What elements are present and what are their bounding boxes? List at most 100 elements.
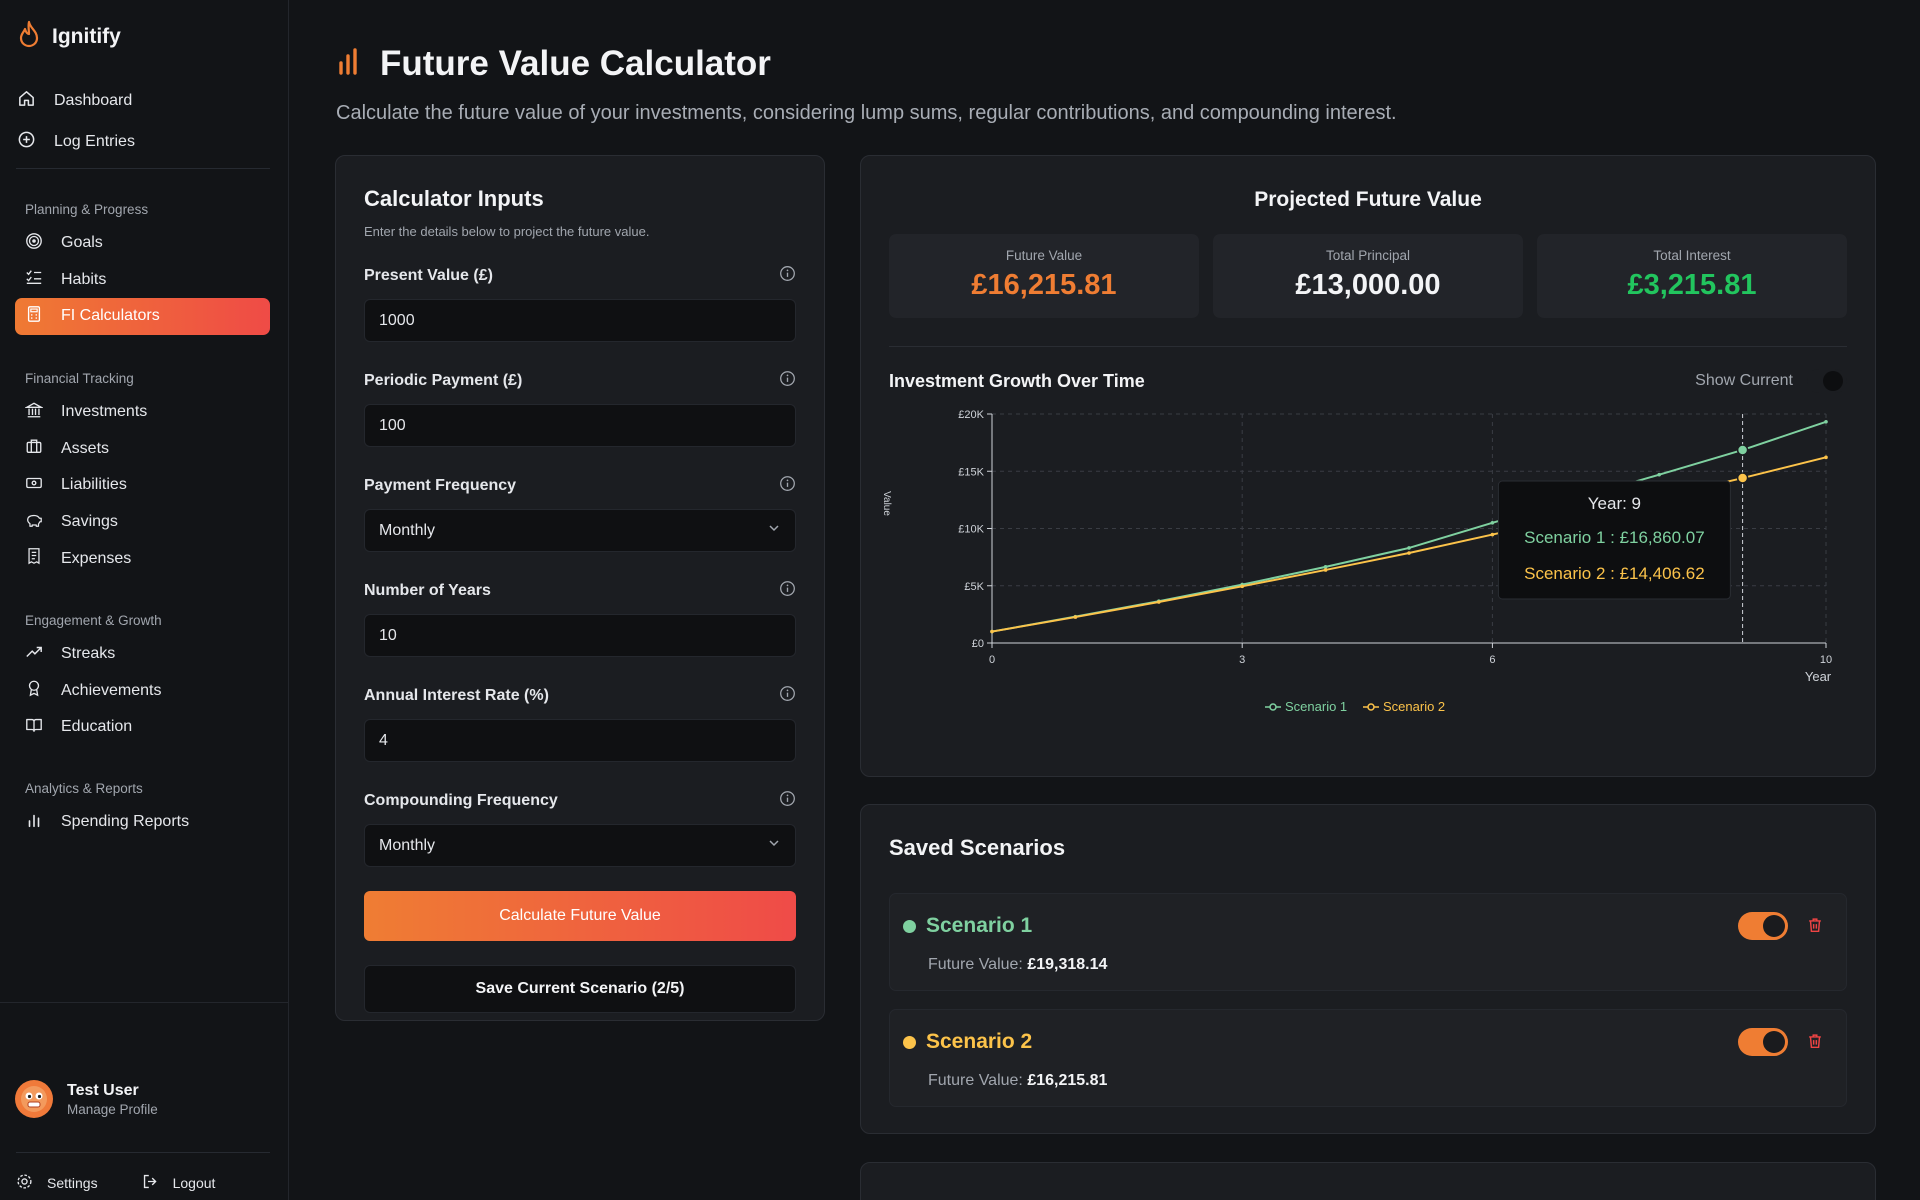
periodic-payment-field: Periodic Payment (£) 100 <box>364 370 796 447</box>
projected-value-card: Projected Future Value Future Value £16,… <box>860 155 1876 777</box>
payment-frequency-field: Payment Frequency Monthly <box>364 475 796 552</box>
scenario-item[interactable]: Scenario 1 Future Value: £19,318.14 <box>889 893 1847 991</box>
x-axis-label: Year <box>1805 669 1832 684</box>
data-point <box>1736 444 1749 456</box>
sidebar-item-investments[interactable]: Investments <box>15 394 270 431</box>
sidebar-item-savings[interactable]: Savings <box>15 504 270 541</box>
payment-frequency-select[interactable]: Monthly <box>364 509 796 552</box>
book-icon <box>25 716 43 739</box>
trash-icon[interactable] <box>1806 1032 1824 1055</box>
legend-label: Scenario 2 <box>1383 699 1445 714</box>
sidebar-item-goals[interactable]: Goals <box>15 225 270 262</box>
avatar <box>15 1080 53 1118</box>
data-point <box>1736 472 1749 484</box>
info-icon[interactable] <box>779 685 796 707</box>
show-current-toggle[interactable] <box>1807 369 1847 393</box>
info-icon[interactable] <box>779 370 796 392</box>
scenario-color-dot <box>903 919 916 933</box>
bank-icon <box>24 401 44 424</box>
periodic-payment-input[interactable]: 100 <box>364 404 796 447</box>
tooltip <box>1497 480 1731 600</box>
info-icon[interactable] <box>779 475 796 497</box>
sidebar-item-assets[interactable]: Assets <box>15 431 270 468</box>
sidebar-item-education[interactable]: Education <box>15 709 270 746</box>
select-value: Monthly <box>379 836 436 854</box>
sidebar-item-streaks[interactable]: Streaks <box>15 636 270 673</box>
card-title: Saved Scenarios <box>889 835 1066 860</box>
annual-interest-rate-input[interactable]: 4 <box>364 719 796 762</box>
sidebar-item-spending-reports[interactable]: Spending Reports <box>15 804 270 841</box>
home-icon <box>17 89 36 113</box>
card-title: Projected Future Value <box>1254 188 1482 211</box>
data-point <box>1323 568 1328 572</box>
scenario-visibility-toggle[interactable] <box>1738 912 1788 940</box>
info-icon[interactable] <box>779 580 796 602</box>
annual-interest-rate-field: Annual Interest Rate (%) 4 <box>364 685 796 762</box>
show-current-control: Show Current <box>1695 369 1847 393</box>
stat-value: £3,215.81 <box>1627 269 1757 301</box>
sidebar-item-label: FI Calculators <box>61 307 160 325</box>
tooltip-line: Scenario 2 : £14,406.62 <box>1524 564 1705 583</box>
stat-label: Future Value <box>1005 248 1083 263</box>
logout-button[interactable]: Logout <box>142 1173 216 1193</box>
sidebar-item-label: Expenses <box>61 549 132 567</box>
section-title: Planning & Progress <box>25 202 149 217</box>
sidebar-item-label: Streaks <box>61 645 116 663</box>
scenario-name: Scenario 1 <box>903 914 1032 938</box>
calculate-button[interactable]: Calculate Future Value <box>364 891 796 941</box>
sidebar-item-label: Goals <box>61 234 103 252</box>
section-title: Financial Tracking <box>25 371 134 386</box>
data-point <box>1824 420 1828 424</box>
bar-chart-icon <box>336 44 364 84</box>
stat-label: Total Interest <box>1653 248 1731 263</box>
sidebar-item-expenses[interactable]: Expenses <box>15 540 270 577</box>
number-of-years-input[interactable]: 10 <box>364 614 796 657</box>
card-title: Calculator Inputs <box>364 186 544 211</box>
scenario-item[interactable]: Scenario 2 Future Value: £16,215.81 <box>889 1009 1847 1107</box>
profile[interactable]: Test User Manage Profile <box>15 1080 158 1118</box>
chart-title: Investment Growth Over Time <box>889 370 1145 391</box>
chart-header: Investment Growth Over Time Show Current <box>889 369 1847 393</box>
scenario-name-text: Scenario 2 <box>926 1030 1033 1053</box>
settings-label: Settings <box>47 1175 98 1191</box>
sidebar-item-habits[interactable]: Habits <box>15 262 270 299</box>
receipt-icon <box>25 547 43 570</box>
fv-label: Future Value: <box>928 956 1023 973</box>
settings-button[interactable]: Settings <box>16 1173 98 1193</box>
logout-label: Logout <box>172 1175 216 1191</box>
legend-marker <box>1269 703 1277 711</box>
input-value: 10 <box>379 626 397 644</box>
nav-item-label: Dashboard <box>54 91 133 109</box>
nav-item-dashboard[interactable]: Dashboard <box>15 80 270 121</box>
manage-profile-link[interactable]: Manage Profile <box>67 1101 158 1117</box>
sidebar: Ignitify Dashboard Log Entries Planning … <box>0 0 289 1200</box>
chevron-down-icon <box>767 836 781 855</box>
fv-label: Future Value: <box>928 1072 1023 1089</box>
profile-name: Test User <box>67 1081 139 1099</box>
save-scenario-button[interactable]: Save Current Scenario (2/5) <box>364 965 796 1013</box>
stat-value: £16,215.81 <box>971 269 1117 301</box>
sidebar-item-achievements[interactable]: Achievements <box>15 673 270 710</box>
sidebar-item-fi-calculators[interactable]: FI Calculators <box>15 298 270 335</box>
y-tick-label: £5K <box>964 581 984 593</box>
scenario-visibility-toggle[interactable] <box>1738 1028 1788 1056</box>
flame-icon <box>18 20 40 53</box>
data-point <box>1657 472 1661 477</box>
legend-label: Scenario 1 <box>1285 699 1347 714</box>
sidebar-footer: Settings Logout <box>16 1173 215 1193</box>
input-value: 100 <box>379 416 406 434</box>
data-point <box>1490 520 1495 525</box>
compounding-frequency-select[interactable]: Monthly <box>364 824 796 867</box>
nav-item-log-entries[interactable]: Log Entries <box>15 121 270 162</box>
info-icon[interactable] <box>779 265 796 287</box>
x-tick-label: 0 <box>989 654 995 666</box>
info-icon[interactable] <box>779 790 796 812</box>
trash-icon[interactable] <box>1806 916 1824 939</box>
sidebar-item-liabilities[interactable]: Liabilities <box>15 467 270 504</box>
data-point <box>1323 565 1328 569</box>
present-value-input[interactable]: 1000 <box>364 299 796 342</box>
scenario-future-value: Future Value: £16,215.81 <box>928 1072 1107 1090</box>
brand[interactable]: Ignitify <box>18 20 121 53</box>
field-label: Present Value (£) <box>364 267 493 284</box>
sidebar-item-label: Assets <box>61 439 110 457</box>
